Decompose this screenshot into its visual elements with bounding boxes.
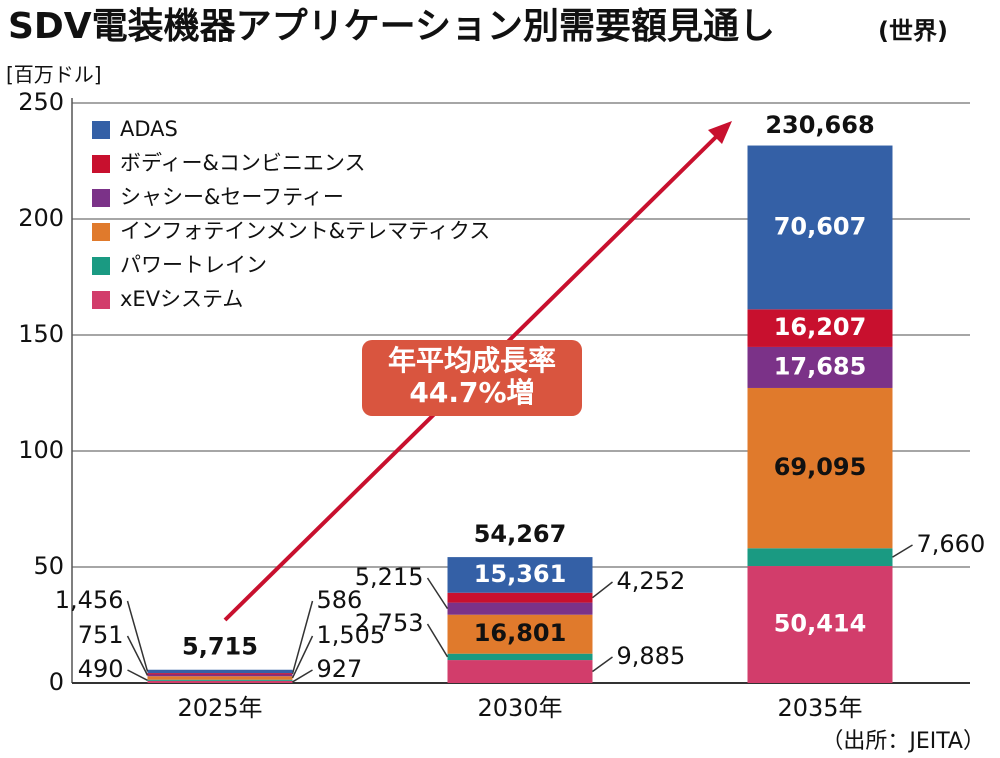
value-label: 69,095	[774, 453, 867, 481]
leader-line	[126, 635, 149, 676]
y-tick-label: 100	[18, 436, 64, 464]
y-tick-label: 50	[33, 552, 64, 580]
annotation-box	[362, 340, 582, 416]
bar-segment	[747, 145, 893, 310]
value-label: 15,361	[474, 560, 567, 588]
x-tick-label: 2025年	[177, 694, 262, 722]
value-label: 70,607	[774, 212, 867, 240]
y-tick-label: 0	[49, 668, 64, 696]
value-label: 5,215	[355, 563, 424, 591]
y-axis-label: [百万ドル]	[6, 63, 102, 87]
total-label: 230,668	[765, 111, 874, 139]
bar-segment	[147, 680, 293, 683]
bar-segment	[447, 602, 593, 615]
bar-segment	[747, 548, 893, 567]
legend-label: シャシー&セーフティー	[120, 185, 344, 209]
legend-swatch	[92, 257, 110, 275]
value-label: 586	[317, 586, 363, 614]
value-label: 1,456	[55, 586, 124, 614]
value-label: 16,207	[774, 313, 867, 341]
bar-segment	[147, 679, 293, 681]
value-label: 751	[78, 621, 124, 649]
leader-line	[127, 669, 148, 681]
legend-swatch	[92, 223, 110, 241]
x-tick-label: 2030年	[477, 694, 562, 722]
legend-label: ボディー&コンビニエンス	[120, 151, 366, 175]
source: （出所：JEITA）	[821, 729, 985, 754]
leader-line	[291, 600, 314, 674]
legend-label: パワートレイン	[120, 253, 267, 277]
leader-line	[426, 577, 449, 610]
bar-segment	[447, 614, 593, 654]
value-label: 2,753	[355, 609, 424, 637]
annotation: 年平均成長率 44.7%増	[388, 344, 556, 409]
leader-line	[592, 656, 613, 673]
y-tick-label: 200	[18, 204, 64, 232]
bar-segment	[147, 676, 293, 680]
leader-line	[892, 544, 913, 558]
x-tick-label: 2035年	[777, 694, 862, 722]
value-label: 9,885	[617, 642, 686, 670]
bar-segment	[147, 673, 293, 675]
bar-segment	[147, 674, 293, 677]
legend-swatch	[92, 189, 110, 207]
leader-line	[292, 669, 313, 683]
legend-swatch	[92, 291, 110, 309]
total-label: 54,267	[474, 520, 567, 548]
legend-swatch	[92, 121, 110, 139]
y-tick-label: 150	[18, 320, 64, 348]
bar-segment	[447, 653, 593, 661]
value-label: 4,252	[617, 567, 686, 595]
legend-swatch	[92, 155, 110, 173]
value-label: 1,505	[317, 621, 386, 649]
bar-segment	[747, 387, 893, 549]
bar-segment	[747, 309, 893, 347]
annotation-line: 年平均成長率	[388, 344, 556, 377]
legend-label: xEVシステム	[120, 287, 243, 311]
y-tick-label: 250	[18, 88, 64, 116]
bar-segment	[447, 557, 593, 593]
value-label: 927	[317, 655, 363, 683]
legend-label: インフォテインメント&テレマティクス	[120, 219, 490, 243]
leader-line	[291, 635, 314, 679]
value-label: 50,414	[774, 610, 867, 638]
chart-subtitle: (世界)	[878, 17, 948, 45]
bar-segment	[747, 346, 893, 388]
total-label: 5,715	[182, 633, 258, 661]
bar-segment	[147, 669, 293, 674]
arrow-head	[708, 121, 732, 144]
chart-title: SDV電装機器アプリケーション別需要額見通し	[8, 6, 775, 47]
leader-line	[126, 600, 149, 672]
legend-label: ADAS	[120, 117, 178, 141]
bar-segment	[447, 592, 593, 603]
bar-segment	[747, 566, 893, 683]
bar-segment	[447, 660, 593, 683]
value-label: 490	[78, 655, 124, 683]
value-label: 16,801	[474, 619, 567, 647]
annotation-line: 44.7%増	[409, 376, 534, 409]
leader-line	[426, 623, 449, 658]
leader-line	[592, 581, 613, 599]
value-label: 17,685	[774, 352, 867, 380]
value-label: 7,660	[917, 530, 986, 558]
